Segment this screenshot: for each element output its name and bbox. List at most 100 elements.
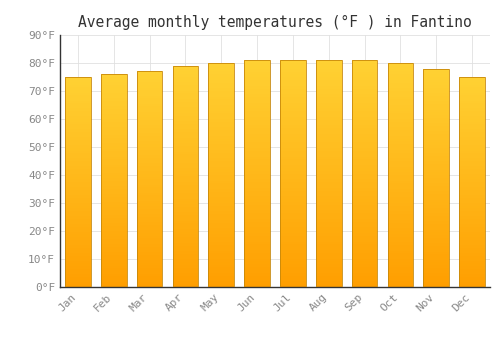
Bar xyxy=(172,204,199,207)
Bar xyxy=(172,107,199,110)
Bar xyxy=(65,172,91,174)
Bar xyxy=(352,196,378,199)
Bar xyxy=(65,219,91,222)
Bar xyxy=(172,182,199,185)
Bar xyxy=(244,60,270,287)
Bar xyxy=(280,202,306,205)
Bar xyxy=(459,158,485,161)
Bar xyxy=(280,222,306,225)
Bar xyxy=(101,279,126,282)
Bar xyxy=(208,262,234,265)
Bar xyxy=(65,114,91,116)
Bar xyxy=(65,248,91,250)
Bar xyxy=(172,281,199,284)
Bar xyxy=(208,74,234,77)
Bar xyxy=(352,253,378,256)
Bar xyxy=(388,270,413,273)
Bar xyxy=(208,85,234,88)
Bar xyxy=(172,168,199,171)
Bar xyxy=(208,167,234,169)
Bar xyxy=(316,162,342,165)
Bar xyxy=(101,239,126,242)
Bar xyxy=(316,270,342,273)
Bar xyxy=(280,69,306,71)
Bar xyxy=(244,154,270,156)
Bar xyxy=(388,88,413,91)
Bar xyxy=(65,240,91,242)
Bar xyxy=(208,122,234,125)
Bar xyxy=(101,247,126,250)
Bar xyxy=(244,168,270,171)
Bar xyxy=(316,148,342,151)
Bar xyxy=(352,140,378,142)
Bar xyxy=(459,245,485,247)
Bar xyxy=(459,274,485,276)
Bar xyxy=(459,266,485,269)
Bar xyxy=(316,241,342,244)
Bar xyxy=(280,100,306,103)
Bar xyxy=(388,267,413,270)
Bar xyxy=(459,153,485,156)
Bar xyxy=(388,91,413,94)
Bar xyxy=(459,85,485,88)
Bar xyxy=(388,158,413,161)
Bar xyxy=(208,186,234,189)
Bar xyxy=(65,158,91,161)
Bar xyxy=(280,176,306,179)
Bar xyxy=(244,74,270,77)
Bar xyxy=(244,117,270,120)
Bar xyxy=(388,281,413,284)
Bar xyxy=(101,149,126,151)
Bar xyxy=(280,156,306,159)
Bar xyxy=(280,270,306,273)
Bar xyxy=(316,253,342,256)
Bar xyxy=(280,151,306,154)
Bar xyxy=(424,238,449,240)
Bar xyxy=(280,233,306,236)
Bar xyxy=(388,265,413,267)
Bar xyxy=(424,194,449,197)
Bar xyxy=(65,227,91,229)
Bar xyxy=(388,116,413,119)
Bar xyxy=(352,100,378,103)
Bar xyxy=(136,98,162,101)
Bar xyxy=(65,108,91,111)
Bar xyxy=(316,191,342,194)
Bar xyxy=(244,128,270,131)
Bar xyxy=(388,80,413,83)
Bar xyxy=(316,256,342,259)
Bar xyxy=(316,103,342,106)
Bar xyxy=(459,276,485,279)
Bar xyxy=(101,151,126,154)
Bar xyxy=(316,284,342,287)
Bar xyxy=(459,145,485,148)
Bar xyxy=(352,279,378,281)
Bar xyxy=(244,151,270,154)
Bar xyxy=(388,181,413,183)
Bar xyxy=(101,114,126,117)
Bar xyxy=(208,211,234,214)
Bar xyxy=(172,110,199,113)
Bar xyxy=(424,265,449,268)
Bar xyxy=(316,100,342,103)
Bar xyxy=(352,273,378,276)
Bar xyxy=(424,257,449,260)
Bar xyxy=(388,223,413,225)
Bar xyxy=(316,137,342,140)
Bar xyxy=(136,217,162,220)
Bar xyxy=(388,209,413,211)
Bar xyxy=(172,188,199,190)
Bar xyxy=(352,210,378,213)
Bar xyxy=(101,255,126,258)
Bar xyxy=(65,163,91,166)
Bar xyxy=(316,199,342,202)
Bar xyxy=(388,161,413,164)
Bar xyxy=(316,159,342,162)
Bar xyxy=(136,233,162,236)
Bar xyxy=(280,174,306,176)
Bar xyxy=(316,185,342,188)
Bar xyxy=(352,63,378,66)
Bar xyxy=(172,160,199,162)
Bar xyxy=(316,89,342,91)
Bar xyxy=(280,86,306,89)
